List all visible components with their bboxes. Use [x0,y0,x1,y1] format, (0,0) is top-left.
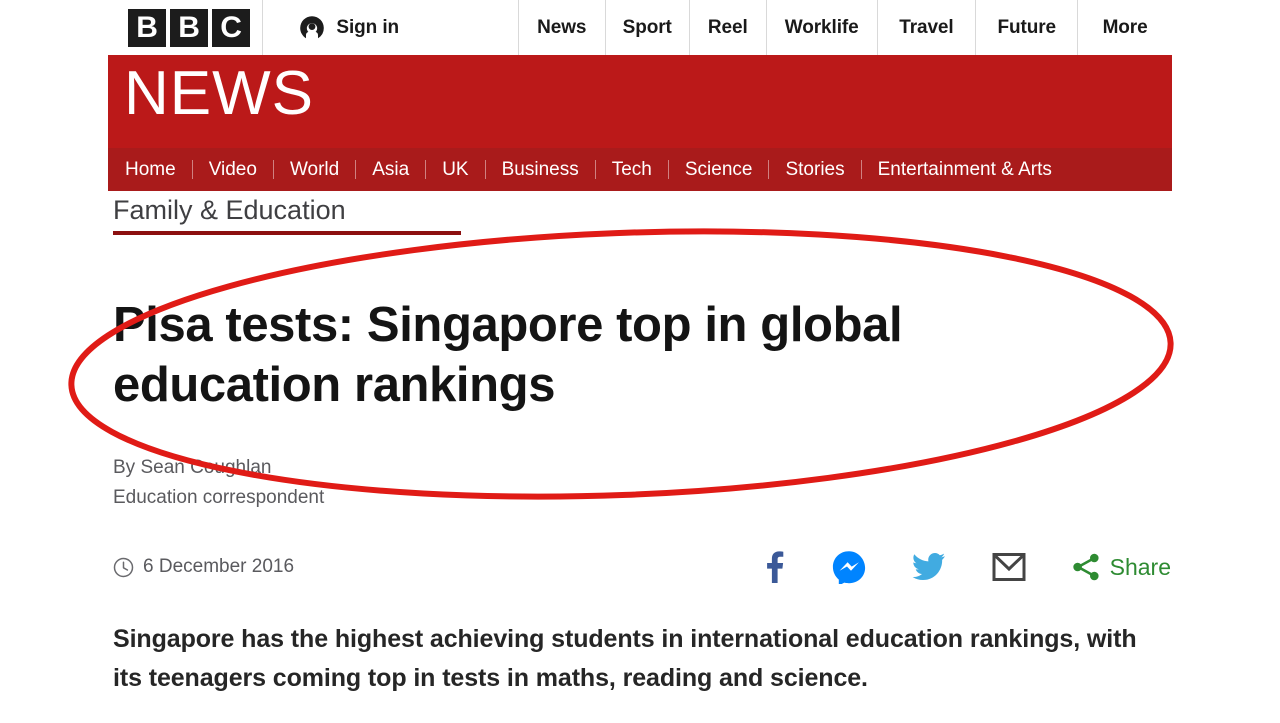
subnav-item-home[interactable]: Home [125,158,176,180]
nav-item-future[interactable]: Future [976,0,1079,55]
byline-role: Education correspondent [113,486,325,508]
subnav-divider [768,160,770,179]
article-meta-row: 6 December 2016 [113,550,1171,585]
subnav-divider [355,160,357,179]
share-label: Share [1109,553,1171,580]
subnav-divider [667,160,669,179]
subnav-divider [594,160,596,179]
subnav-item-world[interactable]: World [289,158,340,180]
byline: By Sean Coughlan Education correspondent [113,453,1178,512]
email-icon [992,553,1026,582]
share-twitter-button[interactable] [912,552,946,582]
news-masthead: NEWS Home Video World Asia UK Business T… [108,55,1172,191]
nav-item-news[interactable]: News [519,0,606,55]
subnav-divider [860,160,862,179]
article-intro-paragraph: Singapore has the highest achieving stud… [113,625,1137,693]
nav-item-travel[interactable]: Travel [878,0,977,55]
bbc-logo-letter-2: B [170,8,208,47]
breadcrumb-label: Family & Education [113,195,346,225]
subnav-divider [272,160,274,179]
subnav-item-video[interactable]: Video [208,158,257,180]
byline-author: By Sean Coughlan [113,457,272,479]
nav-item-more[interactable]: More [1102,16,1148,38]
share-toolbar: Share [762,550,1171,585]
article-container: Family & Education Pisa tests: Singapore… [113,195,1178,723]
facebook-icon [766,551,783,584]
subnav-item-business[interactable]: Business [501,158,579,180]
global-navigation-bar: B B C Sign in News Sport Reel Worklife T… [108,0,1172,55]
clock-icon [113,557,134,577]
subnav-item-asia[interactable]: Asia [372,158,410,180]
bbc-logo-letter-1: B [128,8,166,47]
nav-item-sport[interactable]: Sport [606,0,690,55]
share-messenger-button[interactable] [832,550,866,585]
nav-item-reel[interactable]: Reel [690,0,767,55]
page-title: Pisa tests: Singapore top in global educ… [113,297,903,412]
breadcrumb[interactable]: Family & Education [113,195,461,235]
subnav-divider [191,160,193,179]
subnav-item-stories[interactable]: Stories [785,158,845,180]
bbc-logo-letter-3: C [212,8,250,47]
share-facebook-button[interactable] [762,550,786,584]
sign-in-label: Sign in [336,16,400,38]
share-email-button[interactable] [992,552,1026,582]
subnav-item-science[interactable]: Science [684,158,753,180]
nav-item-worklife[interactable]: Worklife [767,0,878,55]
share-more-button[interactable]: Share [1072,553,1171,581]
sign-in-button[interactable]: Sign in [263,0,519,55]
bbc-logo[interactable]: B B C [108,0,264,55]
subnav-divider [484,160,486,179]
news-wordmark[interactable]: NEWS [124,59,314,128]
subnav-item-entertainment[interactable]: Entertainment & Arts [877,158,1052,180]
share-nodes-icon [1072,553,1099,581]
account-icon [300,15,325,38]
news-sub-navigation: Home Video World Asia UK Business Tech S… [108,148,1172,191]
twitter-icon [912,553,945,581]
publish-date: 6 December 2016 [113,556,294,578]
subnav-item-uk[interactable]: UK [442,158,469,180]
subnav-item-tech[interactable]: Tech [611,158,652,180]
subnav-divider [425,160,427,179]
publish-date-label: 6 December 2016 [143,556,295,578]
messenger-icon [832,551,865,585]
